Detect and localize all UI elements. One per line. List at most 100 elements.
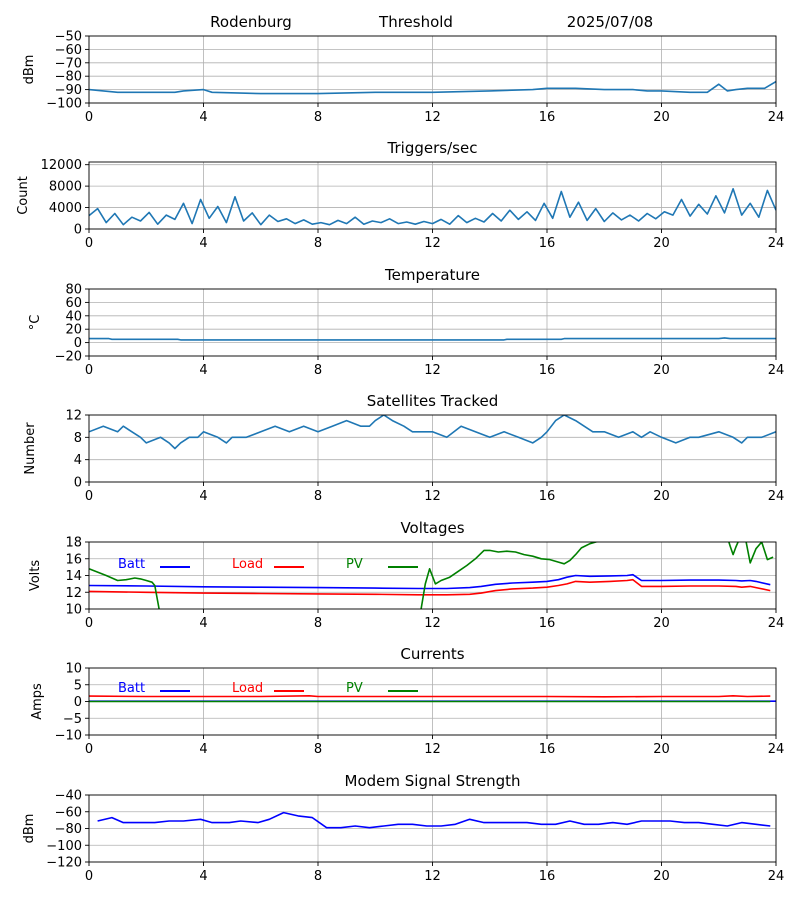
x-tick-label: 4 [199, 236, 207, 251]
y-tick-label: 16 [65, 552, 82, 567]
y-tick-label: 0 [74, 223, 82, 238]
x-tick-label: 16 [539, 236, 556, 251]
chart-panel: 0 4 8 12 16 20 24 0 4 8 12 Number Satellites Tracked [23, 392, 784, 504]
x-tick-label: 24 [768, 363, 785, 378]
y-tick-label: −20 [55, 350, 82, 365]
x-tick-label: 20 [653, 869, 670, 884]
y-axis-label: Amps [30, 683, 45, 720]
series-line-0 [89, 80, 776, 95]
x-tick-label: 0 [85, 489, 93, 504]
y-tick-label: −80 [55, 822, 82, 837]
x-tick-label: 8 [314, 236, 322, 251]
y-tick-label: 5 [74, 678, 82, 693]
y-tick-label: −60 [55, 805, 82, 820]
chart-panel: 0 4 8 12 16 20 24 −120 −100 −80 −60−40 dBm Modem Sig… [22, 772, 784, 884]
y-tick-label: 18 [65, 536, 82, 551]
legend-label: Batt [118, 557, 145, 572]
y-tick-label: 80 [65, 283, 82, 298]
y-tick-label: −120 [46, 856, 82, 871]
y-tick-label: 0 [74, 695, 82, 710]
y-axis-label: °C [28, 315, 43, 331]
y-axis-label: Number [23, 422, 38, 475]
y-tick-label: −70 [55, 56, 82, 71]
x-tick-label: 20 [653, 616, 670, 631]
y-tick-label: 12 [65, 409, 82, 424]
x-tick-label: 8 [314, 489, 322, 504]
legend-label: Batt [118, 681, 145, 696]
x-tick-label: 4 [199, 489, 207, 504]
x-tick-label: 0 [85, 236, 93, 251]
x-tick-label: 24 [768, 236, 785, 251]
series-line-load [89, 578, 771, 596]
y-tick-label: 8000 [49, 180, 82, 195]
x-tick-label: 20 [653, 742, 670, 757]
x-tick-label: 24 [768, 489, 785, 504]
x-tick-label: 0 [85, 363, 93, 378]
x-tick-label: 12 [424, 363, 441, 378]
x-tick-label: 8 [314, 869, 322, 884]
y-tick-label: −90 [55, 83, 82, 98]
y-tick-label: −10 [55, 729, 82, 744]
x-tick-label: 0 [85, 742, 93, 757]
x-tick-label: 12 [424, 236, 441, 251]
figure-header: Rodenburg Threshold 2025/07/08 [210, 13, 653, 31]
series-line-0 [89, 337, 776, 341]
x-tick-label: 12 [424, 489, 441, 504]
y-tick-label: 12000 [41, 158, 82, 173]
chart-title: Modem Signal Strength [345, 772, 521, 790]
y-tick-label: 14 [65, 569, 82, 584]
y-tick-label: −5 [63, 712, 82, 727]
y-tick-label: 10 [65, 662, 82, 677]
chart-panel: 0 4 8 12 16 20 24 0 4000 8000 12000 Count Triggers/s… [16, 139, 784, 251]
y-tick-label: 0 [74, 476, 82, 491]
x-tick-label: 16 [539, 742, 556, 757]
series-line-batt [89, 573, 771, 590]
x-tick-label: 20 [653, 110, 670, 125]
y-axis-label: Count [16, 176, 31, 215]
y-tick-label: 12 [65, 586, 82, 601]
x-tick-label: 0 [85, 616, 93, 631]
x-tick-label: 12 [424, 110, 441, 125]
series-line-0 [97, 811, 771, 829]
series-line-load [89, 694, 771, 698]
x-tick-label: 4 [199, 110, 207, 125]
x-tick-label: 16 [539, 110, 556, 125]
series-line-0 [89, 415, 776, 450]
y-tick-label: −40 [55, 789, 82, 804]
y-tick-label: 60 [65, 296, 82, 311]
y-tick-label: −100 [46, 839, 82, 854]
legend-label: Load [232, 557, 263, 572]
y-tick-label: 4 [74, 453, 82, 468]
x-tick-label: 8 [314, 363, 322, 378]
y-tick-label: −60 [55, 43, 82, 58]
header-date: 2025/07/08 [567, 13, 653, 31]
x-tick-label: 16 [539, 489, 556, 504]
chart-title: Temperature [384, 266, 480, 284]
y-axis-label: dBm [22, 55, 37, 85]
legend-label: PV [346, 557, 363, 572]
x-tick-label: 20 [653, 489, 670, 504]
chart-title: Voltages [400, 519, 464, 537]
y-tick-label: −50 [55, 30, 82, 45]
x-tick-label: 16 [539, 869, 556, 884]
y-tick-label: 4000 [49, 201, 82, 216]
header-mode: Threshold [378, 13, 453, 31]
y-tick-label: −80 [55, 70, 82, 85]
x-tick-label: 0 [85, 110, 93, 125]
x-tick-label: 20 [653, 236, 670, 251]
x-tick-label: 20 [653, 363, 670, 378]
y-axis-label: Volts [28, 560, 43, 592]
chart-title: Satellites Tracked [367, 392, 498, 410]
x-tick-label: 8 [314, 742, 322, 757]
x-tick-label: 24 [768, 869, 785, 884]
series-line-pv [89, 542, 774, 609]
x-tick-label: 24 [768, 110, 785, 125]
y-tick-label: 40 [65, 309, 82, 324]
y-tick-label: 8 [74, 431, 82, 446]
x-tick-label: 16 [539, 616, 556, 631]
chart-title: Currents [400, 645, 464, 663]
y-tick-label: 10 [65, 603, 82, 618]
